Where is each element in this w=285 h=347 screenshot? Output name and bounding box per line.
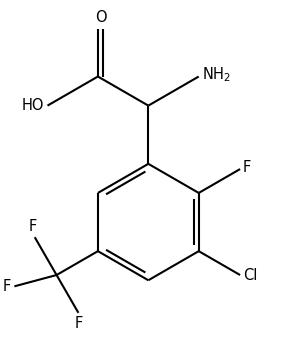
Text: F: F: [75, 316, 83, 331]
Text: NH$_2$: NH$_2$: [202, 66, 231, 84]
Text: Cl: Cl: [243, 268, 257, 283]
Text: F: F: [28, 219, 36, 234]
Text: O: O: [95, 10, 106, 25]
Text: F: F: [243, 160, 251, 176]
Text: F: F: [3, 279, 11, 294]
Text: HO: HO: [21, 98, 44, 113]
